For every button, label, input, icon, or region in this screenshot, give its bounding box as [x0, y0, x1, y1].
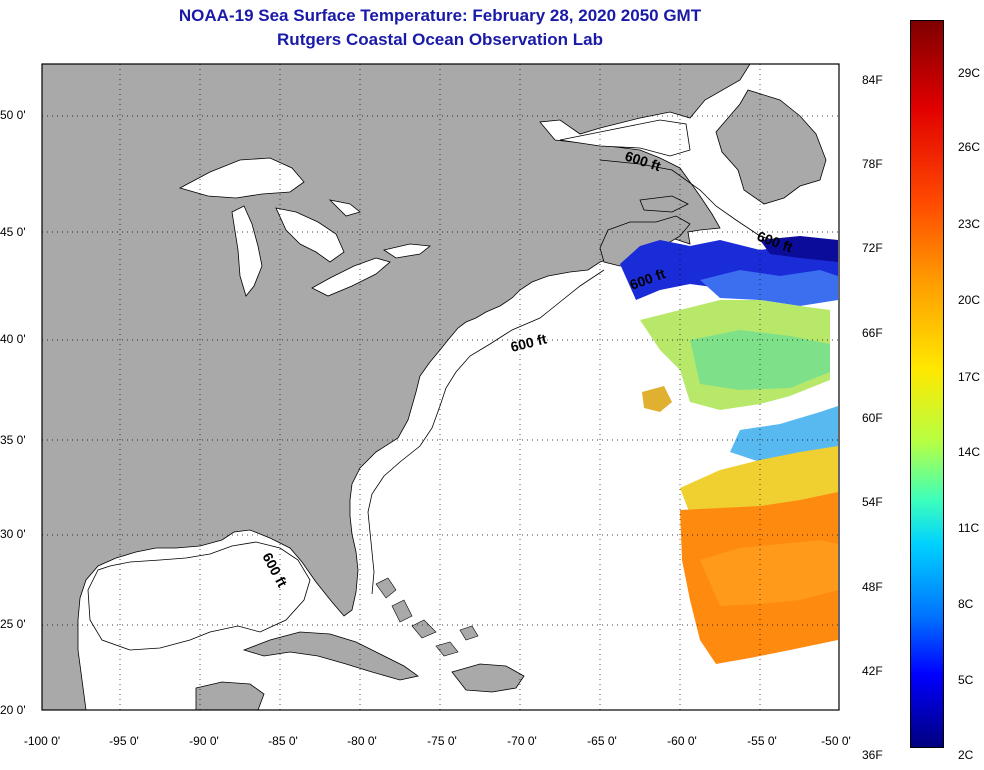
- longitude-label: -60 0': [667, 734, 697, 748]
- hispaniola-land: [451, 663, 525, 693]
- colorbar-celsius-label: 17C: [958, 370, 981, 384]
- cuba-land: [242, 631, 419, 681]
- colorbar-fahrenheit-label: 48F: [862, 580, 883, 594]
- latitude-label: 40 0': [0, 332, 26, 346]
- colorbar-fahrenheit-label: 78F: [862, 157, 883, 171]
- latitude-label: 35 0': [0, 433, 26, 447]
- great-lakes: [178, 157, 432, 297]
- colorbar-celsius-label: 29C: [958, 66, 981, 80]
- latitude-label: 45 0': [0, 225, 26, 239]
- longitude-label: -55 0': [747, 734, 777, 748]
- latitude-label: 25 0': [0, 617, 26, 631]
- colorbar-fahrenheit-label: 36F: [862, 748, 883, 762]
- longitude-label: -75 0': [427, 734, 457, 748]
- colorbar-celsius-label: 26C: [958, 140, 981, 154]
- colorbar-celsius-label: 2C: [958, 748, 974, 762]
- longitude-label: -85 0': [268, 734, 298, 748]
- map-frame: [41, 63, 840, 711]
- colorbar-celsius-label: 8C: [958, 597, 974, 611]
- map-subtitle: Rutgers Coastal Ocean Observation Lab: [277, 30, 603, 49]
- longitude-label: -70 0': [507, 734, 537, 748]
- gulf-st-lawrence: [559, 119, 691, 157]
- colorbar-celsius-label: 14C: [958, 445, 981, 459]
- colorbar-fahrenheit-label: 54F: [862, 495, 883, 509]
- colorbar-celsius-label: 20C: [958, 293, 981, 307]
- colorbar-celsius-label: 23C: [958, 217, 981, 231]
- newfoundland-land: [715, 89, 827, 205]
- longitude-label: -90 0': [189, 734, 219, 748]
- colorbar-celsius-label: 5C: [958, 673, 974, 687]
- colorbar-fahrenheit-label: 72F: [862, 241, 883, 255]
- gulf-island: [639, 195, 689, 213]
- longitude-label: -80 0': [347, 734, 377, 748]
- latitude-label: 50 0': [0, 108, 26, 122]
- latitude-label: 20 0': [0, 703, 26, 717]
- colorbar-fahrenheit-label: 66F: [862, 326, 883, 340]
- longitude-label: -95 0': [109, 734, 139, 748]
- colorbar-fahrenheit-label: 42F: [862, 664, 883, 678]
- bahamas: [375, 577, 479, 657]
- longitude-label: -50 0': [821, 734, 851, 748]
- colorbar-celsius-label: 11C: [958, 521, 980, 535]
- longitude-label: -100 0': [23, 734, 61, 748]
- sst-data: [620, 236, 838, 664]
- longitude-label: -65 0': [587, 734, 617, 748]
- map-title: NOAA-19 Sea Surface Temperature: Februar…: [178, 6, 702, 25]
- temperature-colorbar: [910, 20, 944, 748]
- latitude-label: 30 0': [0, 527, 26, 541]
- colorbar-fahrenheit-label: 60F: [862, 411, 883, 425]
- yucatan-land: [195, 681, 265, 710]
- colorbar-fahrenheit-label: 84F: [862, 73, 883, 87]
